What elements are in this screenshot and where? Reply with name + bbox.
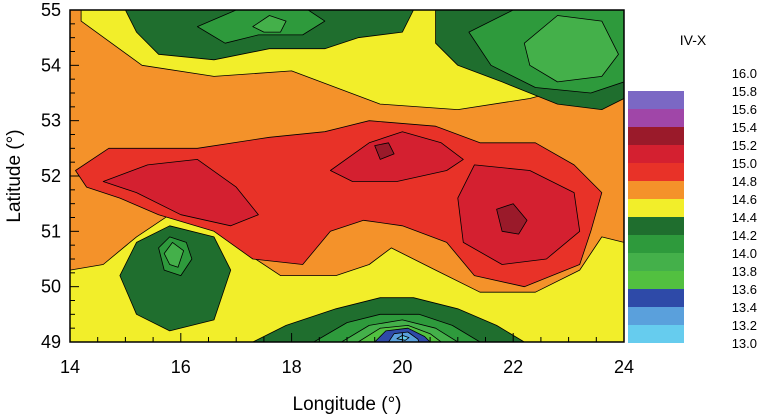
legend-level-label: 14.6 <box>732 192 757 207</box>
x-tick-label: 18 <box>282 357 302 377</box>
x-axis-label: Longitude (°) <box>293 394 402 414</box>
y-tick-label: 49 <box>41 332 61 352</box>
contour-region-13.8-14.0 <box>523 15 619 83</box>
legend-swatch-14.8-15.0 <box>628 163 684 181</box>
axis-ticks-layer <box>69 9 625 343</box>
y-tick-labels: 49 50 51 52 53 54 55 <box>41 0 61 352</box>
legend-level-label: 14.2 <box>732 228 757 243</box>
legend-swatch-13.4-13.6 <box>628 289 684 307</box>
legend-title: IV-X <box>680 32 707 48</box>
legend-level-label: 13.0 <box>732 336 757 351</box>
y-tick-label: 55 <box>41 0 61 20</box>
contour-region-13.8-14.0 <box>252 15 287 33</box>
x-tick-labels: 14 16 18 20 22 24 <box>60 357 634 377</box>
x-tick-label: 22 <box>503 357 523 377</box>
legend-level-label: 13.6 <box>732 282 757 297</box>
legend-swatch-15.6-15.8 <box>628 91 684 109</box>
legend-level-label: 13.4 <box>732 300 757 315</box>
legend-level-label: 13.2 <box>732 318 757 333</box>
legend-level-label: 15.4 <box>732 120 757 135</box>
legend-level-label: 15.0 <box>732 156 757 171</box>
legend-swatch-13.8-14.0 <box>628 253 684 271</box>
legend-level-label: 14.8 <box>732 174 757 189</box>
y-tick-label: 54 <box>41 55 61 75</box>
legend-level-label: 16.0 <box>732 66 757 81</box>
contour-region-15.0-15.2 <box>329 131 464 182</box>
contour-region-13.8-14.0 <box>163 241 185 268</box>
legend-level-label: 15.2 <box>732 138 757 153</box>
legend-swatch-15.2-15.4 <box>628 127 684 145</box>
x-tick-label: 16 <box>171 357 191 377</box>
legend-level-label: 15.8 <box>732 84 757 99</box>
contour-region-14.2-14.4 <box>119 225 232 332</box>
legend-swatch-14.0-14.2 <box>628 235 684 253</box>
legend-swatch-13.6-13.8 <box>628 271 684 289</box>
legend-swatch-14.4-14.6 <box>628 199 684 217</box>
legend-swatch-14.6-14.8 <box>628 181 684 199</box>
y-tick-label: 50 <box>41 277 61 297</box>
y-tick-label: 51 <box>41 221 61 241</box>
color-legend <box>628 73 684 343</box>
legend-level-label: 15.6 <box>732 102 757 117</box>
legend-swatch-14.2-14.4 <box>628 217 684 235</box>
contour-region-15.2-15.4 <box>374 142 395 160</box>
x-tick-label: 20 <box>392 357 412 377</box>
legend-level-label: 14.0 <box>732 246 757 261</box>
legend-swatch-15.0-15.2 <box>628 145 684 163</box>
legend-swatch-13.0-13.2 <box>628 325 684 343</box>
x-tick-label: 14 <box>60 357 80 377</box>
x-tick-label: 24 <box>614 357 634 377</box>
y-axis-label: Latitude (°) <box>4 129 25 222</box>
y-tick-label: 53 <box>41 111 61 131</box>
legend-swatch-15.8-16.0 <box>628 73 684 91</box>
legend-swatch-15.4-15.6 <box>628 109 684 127</box>
contour-fill-layer <box>70 10 624 342</box>
contour-region-15.0-15.2 <box>102 158 259 227</box>
legend-level-label: 14.4 <box>732 210 757 225</box>
legend-level-label: 13.8 <box>732 264 757 279</box>
legend-swatch-13.2-13.4 <box>628 307 684 325</box>
contour-region-15.2-15.4 <box>496 203 528 235</box>
y-tick-label: 52 <box>41 166 61 186</box>
legend-level-labels: 16.0 15.8 15.6 15.4 15.2 15.0 14.8 14.6 14.4 14.2… <box>732 66 757 351</box>
